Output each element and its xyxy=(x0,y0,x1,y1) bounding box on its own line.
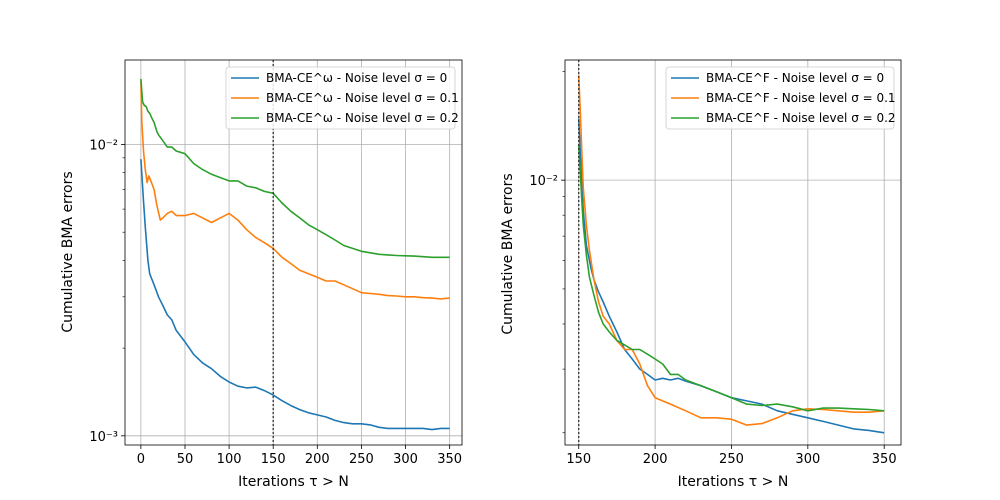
left-x-tick-label: 350 xyxy=(437,452,462,467)
left-x-tick-label: 250 xyxy=(349,452,374,467)
left-legend-label-0: BMA-CE^ω - Noise level σ = 0 xyxy=(266,71,447,85)
right-x-tick-label: 150 xyxy=(566,452,591,467)
left-y-tick-label: 10⁻³ xyxy=(89,430,118,445)
right-x-axis-label: Iterations τ > N xyxy=(678,474,789,490)
left-x-tick-label: 150 xyxy=(261,452,286,467)
left-x-axis-label: Iterations τ > N xyxy=(238,474,349,490)
left-legend: BMA-CE^ω - Noise level σ = 0 BMA-CE^ω - N… xyxy=(225,66,459,130)
right-y-tick-label: 10⁻² xyxy=(529,174,558,189)
left-plot-series xyxy=(140,78,450,431)
left-x-tick-label: 200 xyxy=(305,452,330,467)
right-plot-series xyxy=(577,75,885,434)
right-legend-label-1: BMA-CE^F - Noise level σ = 0.1 xyxy=(706,91,896,105)
right-series-line-2 xyxy=(577,145,885,412)
right-y-axis-label: Cumulative BMA errors xyxy=(500,173,516,334)
left-plot-ticks: 0 50 100 150 200 250 300 350 10⁻³ 10⁻² xyxy=(89,138,462,467)
left-legend-label-1: BMA-CE^ω - Noise level σ = 0.1 xyxy=(266,91,459,105)
left-y-tick-label: 10⁻² xyxy=(89,138,118,153)
left-plot-frame xyxy=(124,59,463,446)
left-x-tick-label: 50 xyxy=(177,452,194,467)
left-plot: 0 50 100 150 200 250 300 350 10⁻³ 10⁻² Iterations… xyxy=(60,59,463,490)
right-x-tick-label: 350 xyxy=(872,452,897,467)
left-series-line-2 xyxy=(140,78,450,259)
right-legend-box xyxy=(665,66,895,130)
right-x-tick-label: 200 xyxy=(643,452,668,467)
right-plot-ticks: 150 200 250 300 350 10⁻² xyxy=(529,71,897,467)
left-series-line-1 xyxy=(140,81,450,300)
left-y-axis-label: Cumulative BMA errors xyxy=(60,171,76,332)
right-x-tick-label: 250 xyxy=(719,452,744,467)
right-legend-label-2: BMA-CE^F - Noise level σ = 0.2 xyxy=(706,111,896,125)
left-legend-label-2: BMA-CE^ω - Noise level σ = 0.2 xyxy=(266,111,459,125)
left-x-tick-label: 300 xyxy=(393,452,418,467)
right-x-tick-label: 300 xyxy=(795,452,820,467)
left-legend-box xyxy=(225,66,456,130)
left-series-line-0 xyxy=(140,159,450,431)
right-legend: BMA-CE^F - Noise level σ = 0 BMA-CE^F - N… xyxy=(665,66,896,130)
right-series-line-1 xyxy=(577,75,885,426)
right-plot: 150 200 250 300 350 10⁻² Iterations τ > N Cum… xyxy=(500,59,902,490)
right-series-line-0 xyxy=(577,118,885,434)
right-plot-frame xyxy=(564,59,902,446)
right-legend-label-0: BMA-CE^F - Noise level σ = 0 xyxy=(706,71,884,85)
left-x-tick-label: 0 xyxy=(137,452,145,467)
left-x-tick-label: 100 xyxy=(217,452,242,467)
